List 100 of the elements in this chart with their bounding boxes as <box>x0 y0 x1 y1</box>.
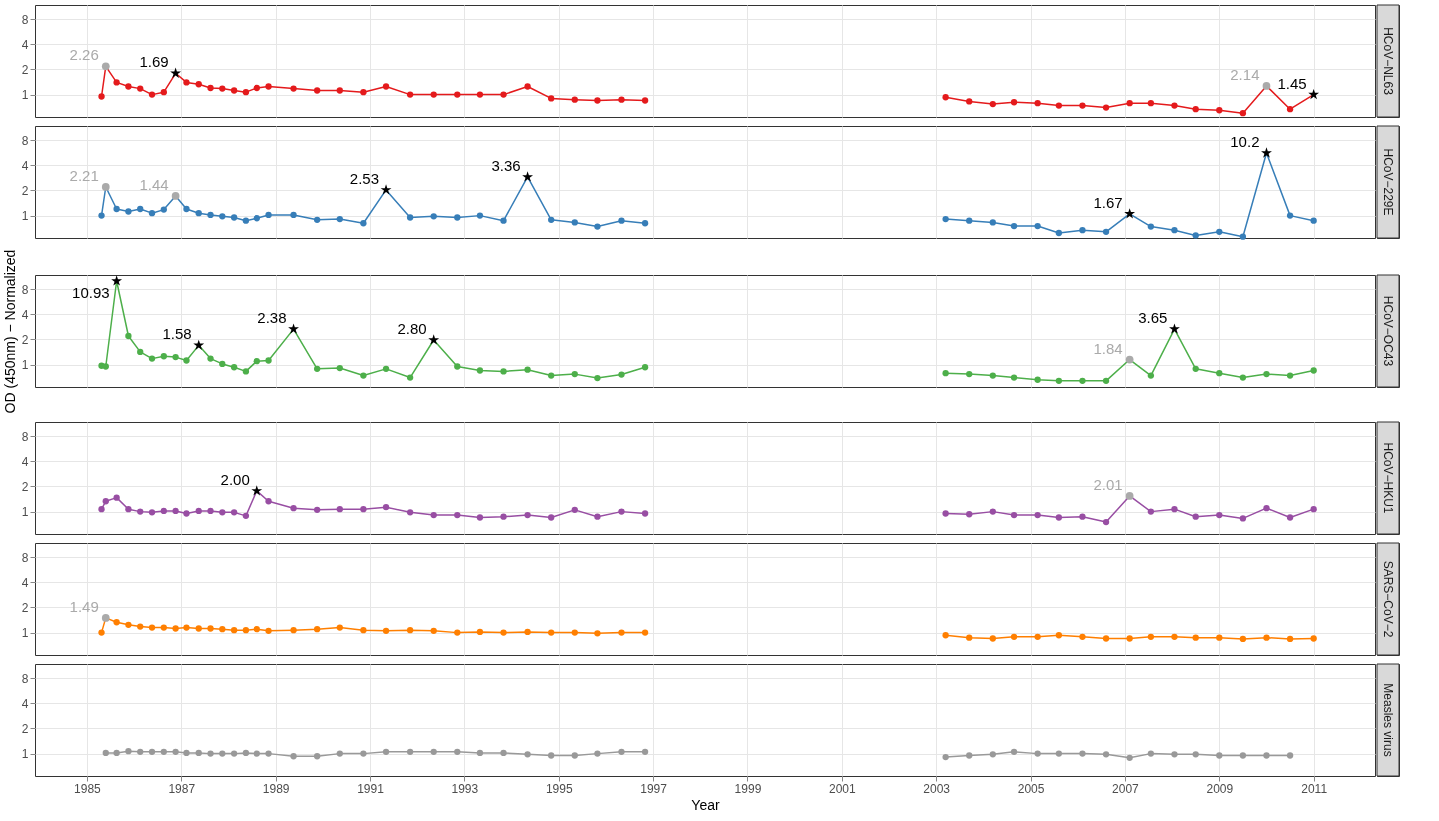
y-tick-label: 4 <box>21 307 29 322</box>
annotation: 2.01 <box>1093 475 1123 493</box>
point <box>195 81 202 88</box>
point <box>253 84 260 92</box>
point <box>113 619 120 626</box>
point <box>1055 750 1063 757</box>
point <box>1010 99 1018 106</box>
point <box>500 368 507 375</box>
point <box>942 632 949 639</box>
point <box>1147 100 1155 107</box>
point <box>942 370 949 377</box>
point <box>1192 106 1199 113</box>
point <box>382 504 390 511</box>
point <box>1055 377 1063 384</box>
point <box>641 364 649 371</box>
point <box>172 748 179 756</box>
point <box>571 629 578 636</box>
point <box>594 374 601 382</box>
text: HCoV−OC43 <box>1381 295 1395 367</box>
annotation: 2.80 <box>397 320 427 337</box>
point <box>172 507 179 515</box>
y-tick-label: 2 <box>21 479 29 494</box>
point <box>548 372 555 379</box>
point <box>207 84 214 92</box>
point <box>1126 754 1133 762</box>
point <box>160 353 167 360</box>
point <box>265 750 272 757</box>
point <box>1147 750 1155 757</box>
point <box>265 83 272 90</box>
point <box>98 506 105 513</box>
annotation: 2.26 <box>69 46 99 64</box>
point <box>1079 377 1086 384</box>
point <box>1079 227 1086 234</box>
point <box>253 750 260 757</box>
point <box>230 364 238 371</box>
point <box>1079 513 1086 520</box>
point <box>989 635 996 642</box>
point <box>125 83 132 90</box>
annotation: 1.45 <box>1277 74 1307 92</box>
point <box>548 95 555 102</box>
point <box>1124 208 1136 219</box>
point <box>942 753 949 761</box>
point <box>137 348 144 356</box>
annotation: 1.84 <box>1093 339 1123 357</box>
x-tick-label: 1995 <box>545 781 573 796</box>
point <box>137 748 144 756</box>
y-tick-label: 2 <box>21 721 29 736</box>
point <box>98 629 105 636</box>
point <box>1239 374 1247 381</box>
point <box>242 89 250 96</box>
point <box>148 624 156 631</box>
text: HCoV−NL63 <box>1381 27 1395 96</box>
point <box>966 217 973 224</box>
point <box>1310 506 1317 513</box>
point <box>207 625 214 632</box>
x-tick-label: 1991 <box>357 781 385 796</box>
point <box>406 627 414 634</box>
x-tick-label: 2003 <box>923 781 951 796</box>
point <box>1147 508 1155 515</box>
point <box>1192 634 1199 641</box>
point <box>1310 367 1317 374</box>
point <box>219 750 226 757</box>
point <box>137 508 144 515</box>
point <box>406 748 414 756</box>
point <box>160 624 167 631</box>
point <box>476 514 484 521</box>
point <box>360 506 367 513</box>
point <box>382 748 390 756</box>
point <box>137 623 144 630</box>
point <box>1171 227 1178 234</box>
point <box>1079 633 1086 641</box>
annotation: 10.93 <box>72 284 110 302</box>
point <box>1216 634 1223 641</box>
x-tick-label: 2007 <box>1112 781 1140 796</box>
point <box>594 630 601 637</box>
point <box>137 85 144 92</box>
point <box>524 83 531 90</box>
point <box>113 79 120 86</box>
point <box>230 750 238 757</box>
y-tick-label: 1 <box>21 626 29 641</box>
point <box>336 624 343 631</box>
annotation: 3.36 <box>491 156 521 174</box>
point <box>336 750 343 757</box>
point <box>428 334 440 345</box>
point <box>989 100 996 108</box>
point <box>360 750 367 757</box>
point <box>111 275 123 286</box>
point <box>1192 751 1199 758</box>
point <box>524 628 531 636</box>
point <box>524 751 531 758</box>
point <box>618 371 625 378</box>
point <box>1010 374 1018 381</box>
point <box>430 91 437 98</box>
y-tick-label: 8 <box>21 282 29 297</box>
point <box>641 510 649 517</box>
point <box>1010 222 1018 230</box>
point <box>454 748 461 756</box>
point <box>125 332 132 340</box>
annotation: 2.14 <box>1230 65 1260 83</box>
point <box>966 370 973 378</box>
